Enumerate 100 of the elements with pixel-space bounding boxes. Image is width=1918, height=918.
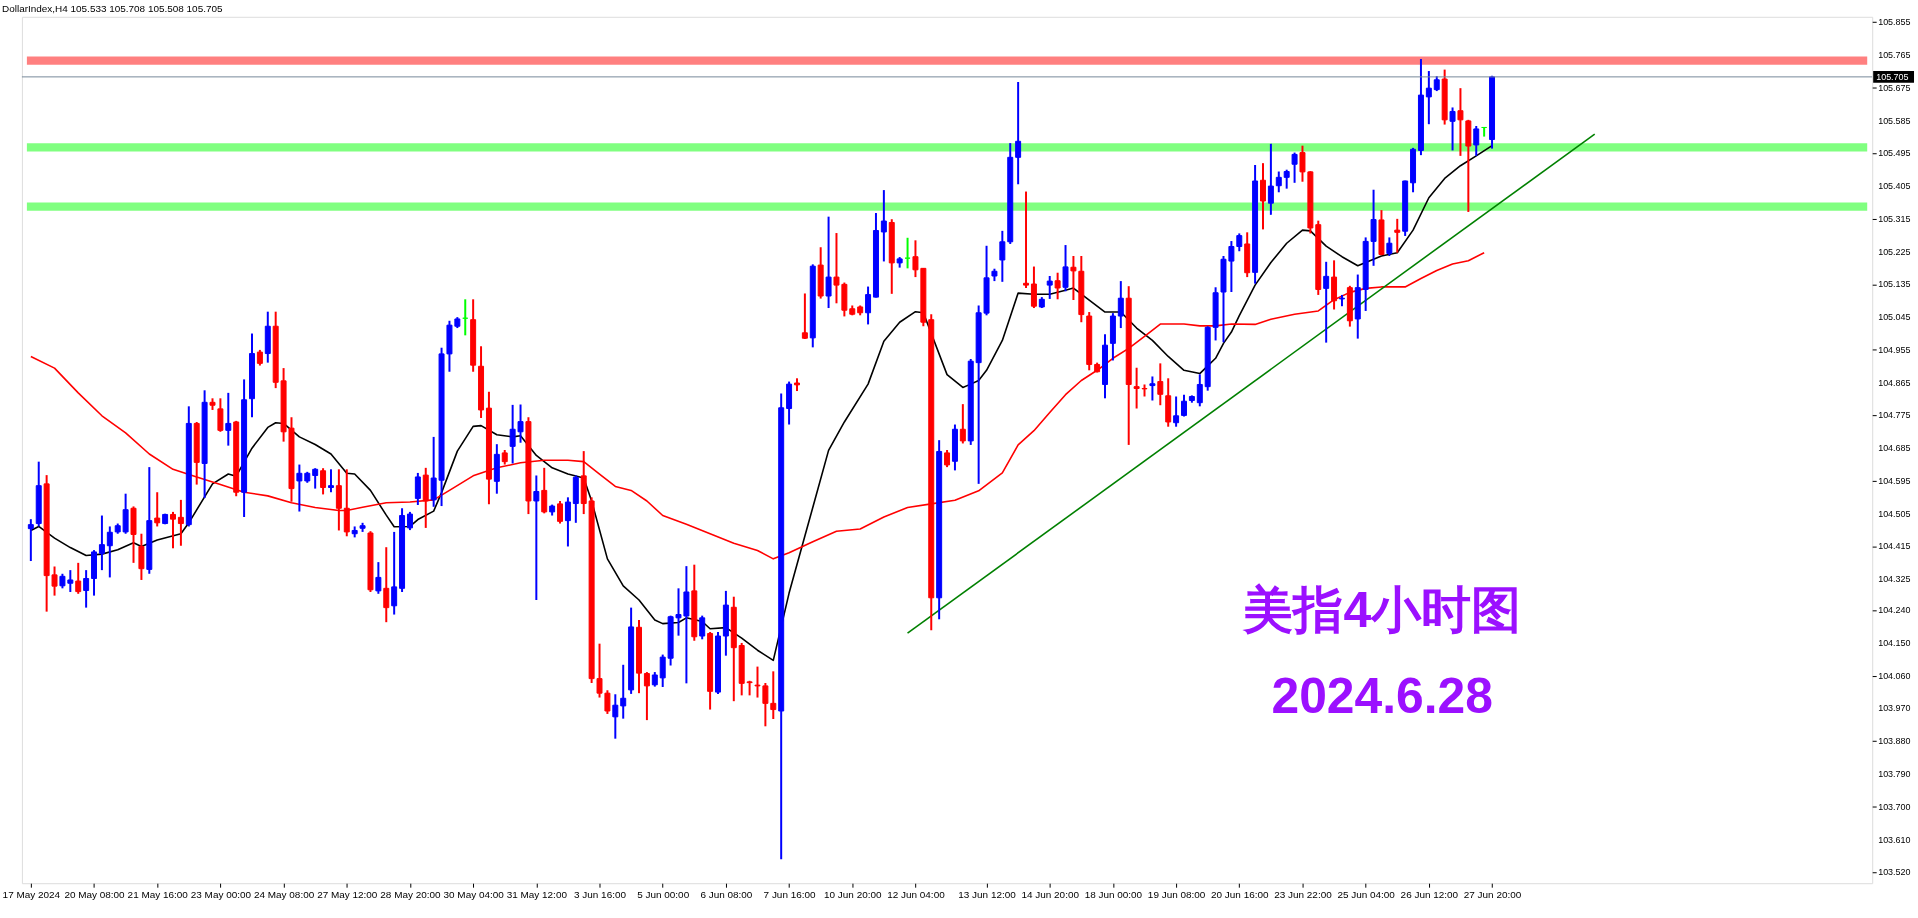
- candlestick: [1291, 151, 1298, 184]
- candlestick: [106, 525, 113, 579]
- candlestick: [406, 510, 413, 532]
- ref-line-label: 105.705: [1876, 71, 1909, 82]
- y-tick-label: 104.150: [1878, 637, 1911, 648]
- candlestick: [564, 496, 571, 548]
- candlestick: [225, 391, 232, 447]
- candlestick: [643, 671, 650, 722]
- chart-title: DollarIndex,H4 105.533 105.708 105.508 105.705: [2, 2, 223, 14]
- x-tick-label: 17 May 2024: [2, 888, 61, 900]
- candlestick: [1260, 162, 1266, 231]
- candlestick: [375, 561, 382, 595]
- y-tick-label: 104.595: [1878, 475, 1911, 486]
- y-tick-label: 103.970: [1878, 703, 1911, 714]
- x-tick-label: 6 Jun 08:00: [700, 888, 753, 900]
- candlestick: [1267, 142, 1274, 216]
- candlestick: [391, 530, 398, 616]
- candlestick: [880, 189, 887, 263]
- annotation: 2024.6.28: [1271, 667, 1493, 724]
- y-tick-label: 104.685: [1878, 443, 1911, 454]
- candlestick: [865, 285, 872, 326]
- x-tick-label: 21 May 16:00: [127, 888, 189, 900]
- x-tick-label: 25 Jun 04:00: [1337, 888, 1396, 900]
- x-tick-label: 3 Jun 16:00: [574, 888, 627, 900]
- y-tick-label: 104.325: [1878, 574, 1911, 585]
- y-tick-label: 105.495: [1878, 148, 1911, 159]
- candlestick: [1283, 168, 1290, 190]
- y-tick-label: 103.520: [1878, 867, 1911, 878]
- y-tick-label: 104.240: [1878, 605, 1911, 616]
- x-tick-label: 10 Jun 20:00: [824, 888, 882, 900]
- candlestick: [27, 518, 34, 563]
- candlestick: [612, 693, 619, 740]
- y-tick-label: 104.775: [1878, 410, 1911, 421]
- y-tick-label: 104.505: [1878, 508, 1911, 519]
- x-tick-label: 30 May 04:00: [443, 888, 505, 900]
- candlestick: [1157, 362, 1164, 407]
- candlestick: [1030, 265, 1037, 310]
- candlestick: [335, 468, 342, 532]
- candlestick: [1394, 217, 1401, 254]
- candlestick: [1473, 125, 1480, 157]
- candlestick: [1331, 259, 1338, 311]
- candlestick: [801, 292, 808, 340]
- candlestick: [383, 546, 390, 624]
- candlestick: [557, 499, 564, 525]
- x-tick-label: 12 Jun 04:00: [887, 888, 946, 900]
- candlestick: [75, 561, 82, 595]
- candlestick: [138, 532, 145, 581]
- y-tick-label: 105.765: [1878, 50, 1911, 61]
- candlestick: [1457, 87, 1464, 157]
- candlestick: [83, 569, 90, 609]
- candlestick: [177, 498, 184, 547]
- candlestick: [170, 510, 176, 550]
- candlestick: [699, 614, 706, 641]
- candlestick: [1046, 275, 1053, 300]
- candlestick: [1449, 106, 1456, 152]
- x-tick-label: 23 May 00:00: [190, 888, 252, 900]
- candlestick: [98, 514, 105, 572]
- y-tick-label: 105.405: [1878, 181, 1911, 192]
- y-tick-label: 105.135: [1878, 279, 1911, 290]
- candlestick: [1054, 271, 1061, 301]
- candlestick: [541, 466, 548, 515]
- candlestick: [154, 491, 161, 528]
- x-tick-label: 24 May 08:00: [253, 888, 315, 900]
- candlestick: [1062, 244, 1069, 293]
- candlestick: [414, 471, 421, 506]
- y-tick-label: 103.700: [1878, 801, 1911, 812]
- candlestick: [1425, 70, 1432, 126]
- y-tick-label: 103.880: [1878, 736, 1911, 747]
- candlestick: [1275, 170, 1282, 194]
- candlestick: [825, 215, 832, 310]
- x-tick-label: 18 Jun 00:00: [1084, 888, 1143, 900]
- x-tick-label: 31 May 12:00: [506, 888, 568, 900]
- candlestick: [1386, 236, 1393, 257]
- x-tick-label: 28 May 20:00: [380, 888, 442, 900]
- candlestick: [620, 663, 627, 720]
- candlestick: [1173, 395, 1180, 428]
- x-tick-label: 26 Jun 12:00: [1400, 888, 1459, 900]
- x-tick-label: 23 Jun 22:00: [1274, 888, 1333, 900]
- annotation: 美指4小时图: [1242, 582, 1522, 639]
- x-tick-label: 5 Jun 00:00: [637, 888, 690, 900]
- candlestick: [1149, 375, 1156, 402]
- candlestick: [999, 229, 1006, 283]
- x-tick-label: 27 Jun 20:00: [1463, 888, 1522, 900]
- candlestick: [959, 403, 966, 445]
- x-tick-label: 13 Jun 12:00: [958, 888, 1017, 900]
- x-tick-label: 14 Jun 20:00: [1021, 888, 1080, 900]
- candlestick: [1323, 260, 1330, 344]
- candlestick: [1015, 80, 1022, 186]
- y-tick-label: 104.060: [1878, 670, 1911, 681]
- x-tick-label: 20 May 08:00: [64, 888, 126, 900]
- candlestick: [1196, 373, 1203, 408]
- y-tick-label: 105.675: [1878, 82, 1911, 93]
- y-tick-label: 105.045: [1878, 312, 1911, 323]
- candlestick: [1023, 190, 1030, 290]
- candlestick: [1181, 393, 1187, 418]
- y-tick-label: 103.610: [1878, 834, 1911, 845]
- y-tick-label: 104.955: [1878, 344, 1911, 355]
- candlestick: [312, 467, 319, 490]
- x-tick-label: 27 May 12:00: [317, 888, 378, 900]
- y-tick-label: 105.315: [1878, 213, 1911, 224]
